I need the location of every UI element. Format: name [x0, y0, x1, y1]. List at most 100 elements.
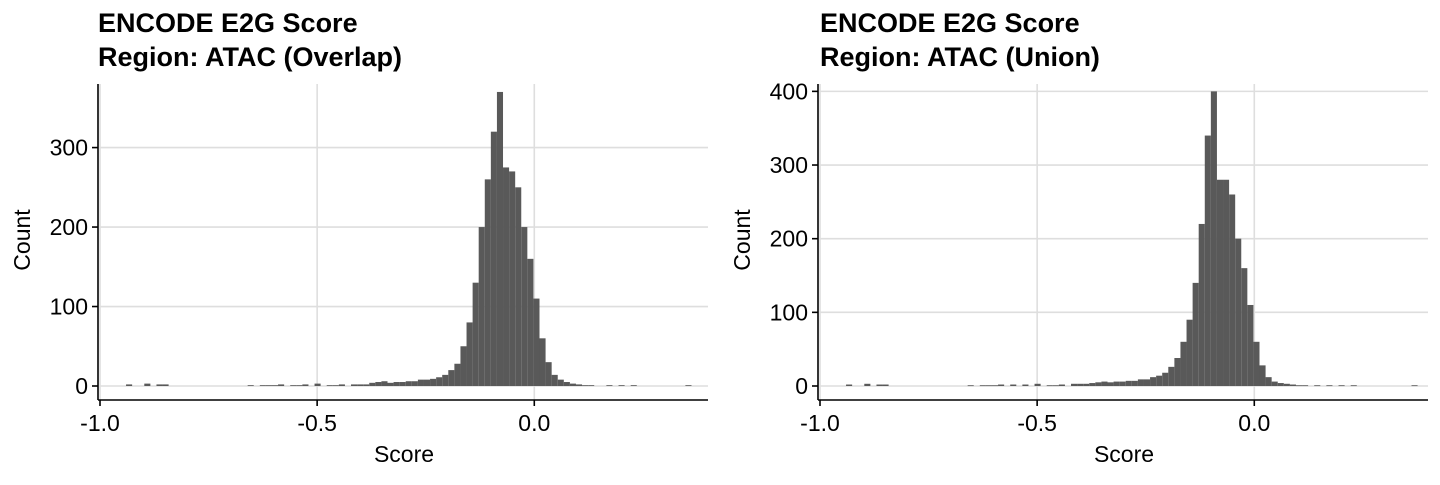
chart-2-bar-72 [1283, 383, 1290, 386]
chart-2-bar-45 [1119, 381, 1126, 386]
chart-1-bar-56 [466, 322, 473, 386]
chart-1-bar-61 [496, 91, 504, 387]
chart-1-bar-50 [430, 378, 437, 386]
chart-1-bar-39 [363, 384, 370, 386]
chart-2-bar-24 [991, 385, 999, 387]
chart-1-bar-35 [338, 384, 345, 386]
chart-1-bar-20 [247, 385, 254, 387]
chart-1-y-tick-label-1: 100 [50, 294, 88, 320]
chart-2-x-tick-label-1: -0.5 [1017, 410, 1057, 436]
chart-1-bar-65 [521, 227, 528, 386]
chart-2-bar-34 [1052, 385, 1059, 387]
chart-2-bar-33 [1046, 385, 1053, 387]
chart-1-bar-68 [539, 338, 546, 386]
chart-1-title: ENCODE E2G Score [98, 8, 358, 38]
chart-1-bar-43 [387, 382, 394, 386]
chart-2-bar-43 [1107, 382, 1114, 386]
chart-2-bar-59 [1204, 135, 1211, 386]
chart-1-bar-53 [448, 370, 455, 386]
chart-1-bar-33 [326, 385, 333, 387]
chart-2-bar-38 [1077, 383, 1084, 386]
chart-2-bar-20 [967, 385, 974, 387]
chart-2-bar-46 [1125, 380, 1132, 386]
chart-2-bar-62 [1223, 179, 1230, 386]
chart-1-bar-5 [156, 384, 163, 386]
chart-2-bar-40 [1089, 383, 1096, 386]
chart-1-bar-75 [582, 385, 589, 387]
chart-2-bar-27 [1010, 384, 1017, 386]
chart-2-y-tick-label-4: 400 [770, 78, 808, 104]
chart-1-y-tick-label-3: 300 [50, 135, 88, 161]
chart-1-bar-60 [490, 131, 497, 386]
chart-2-bar-93 [1411, 385, 1418, 387]
chart-1-bar-70 [551, 374, 558, 386]
chart-2-bar-31 [1034, 383, 1041, 386]
chart-1-bar-34 [332, 385, 339, 387]
chart-1-bar-74 [575, 384, 583, 386]
chart-1-bar-52 [442, 374, 449, 386]
chart-2-bar-52 [1162, 372, 1169, 386]
chart-2-bar-0 [846, 384, 853, 386]
chart-2-bar-22 [979, 385, 986, 387]
chart-2-bar-51 [1156, 375, 1163, 386]
chart-1-bar-46 [405, 381, 412, 386]
chart-2-bar-77 [1314, 385, 1321, 387]
chart-1-y-axis-title: Count [9, 209, 35, 271]
chart-1-bar-79 [606, 385, 613, 387]
chart-2-bar-39 [1083, 383, 1090, 386]
chart-2-bar-42 [1101, 381, 1108, 386]
chart-2-title: ENCODE E2G Score [820, 8, 1080, 38]
chart-1-y-tick-label-2: 200 [50, 214, 88, 240]
chart-2-bar-57 [1192, 282, 1199, 386]
chart-2-bar-53 [1168, 366, 1175, 386]
chart-1-bar-22 [259, 385, 266, 387]
chart-2-bar-69 [1265, 377, 1272, 386]
chart-2-bar-66 [1247, 304, 1254, 386]
chart-1-bar-76 [588, 385, 595, 387]
chart-1-x-tick-label-1: -0.5 [297, 410, 337, 436]
chart-2-bar-29 [1022, 384, 1029, 386]
chart-1-bar-47 [411, 381, 418, 386]
chart-1-bar-92 [685, 385, 692, 387]
chart-1-bar-24 [271, 385, 279, 387]
chart-1-bar-6 [162, 384, 169, 386]
chart-2-bar-50 [1150, 377, 1157, 386]
chart-1-bar-41 [375, 382, 382, 386]
chart-2-y-tick-label-3: 300 [770, 152, 808, 178]
chart-2-bar-47 [1131, 380, 1138, 386]
chart-2-y-tick-label-1: 100 [770, 299, 808, 325]
chart-1-bar-0 [126, 384, 133, 386]
chart-1-bar-23 [265, 385, 272, 387]
chart-2-bar-73 [1289, 384, 1296, 386]
chart-2-bar-64 [1235, 238, 1242, 386]
chart-1-bar-29 [302, 384, 309, 386]
chart-1-subtitle: Region: ATAC (Overlap) [98, 42, 402, 72]
chart-1-bar-59 [484, 179, 491, 386]
chart-1-bar-55 [460, 346, 467, 386]
chart-1-bar-63 [509, 171, 516, 386]
chart-2-bar-6 [882, 384, 889, 386]
chart-2-x-axis-title: Score [1094, 441, 1154, 467]
chart-2-bar-41 [1095, 382, 1102, 386]
chart-2-bar-81 [1338, 385, 1345, 387]
chart-1-bar-71 [557, 379, 564, 386]
chart-1-bar-51 [436, 377, 443, 386]
chart-2-bar-3 [864, 383, 871, 386]
chart-1-bar-69 [545, 362, 552, 386]
chart-1-bar-48 [417, 379, 424, 386]
chart-1-bar-3 [144, 383, 151, 386]
chart-2-bar-68 [1259, 365, 1266, 386]
chart-2-bar-5 [876, 384, 883, 386]
chart-1-bar-31 [314, 383, 321, 386]
chart-2-y-axis-title: Count [729, 209, 755, 271]
chart-1-bar-81 [618, 385, 625, 387]
chart-2-bar-37 [1071, 383, 1078, 386]
chart-1-bar-37 [351, 384, 358, 386]
chart-1-bar-49 [423, 379, 431, 386]
chart-2-y-tick-label-2: 200 [770, 226, 808, 252]
chart-1-bar-72 [563, 382, 570, 386]
chart-2-bar-75 [1302, 385, 1309, 387]
chart-2-bar-35 [1058, 384, 1065, 386]
